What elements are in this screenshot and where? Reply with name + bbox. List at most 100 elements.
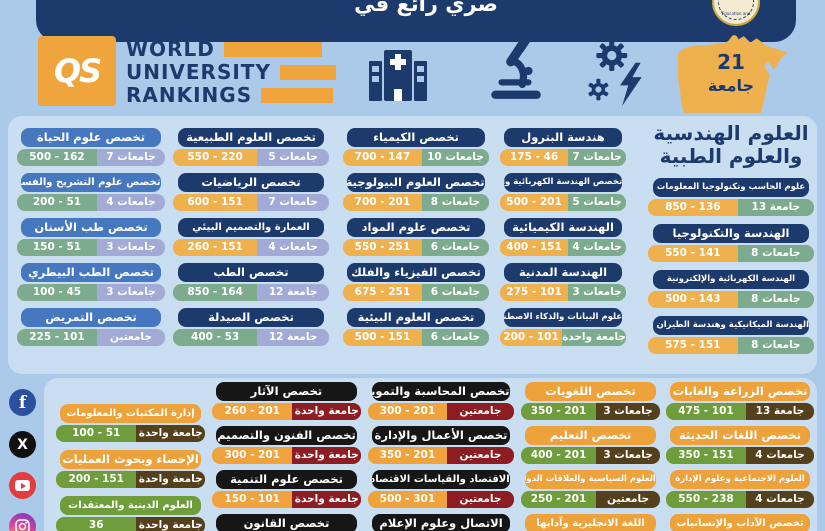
spec-card: الهندسة الكيميائية 4 جامعات 400 - 151 <box>500 218 626 256</box>
spec-rank-range: 300 - 201 <box>212 447 293 464</box>
spec-universities-count: 4 جامعات <box>745 447 814 464</box>
spec-card: اللغة الانجليزية وآدابها <box>521 514 660 531</box>
x-twitter-icon[interactable]: X <box>9 431 36 458</box>
spec-rank-range: 550 - 238 <box>666 491 746 508</box>
universities-total-label: جامعة <box>707 76 755 95</box>
spec-universities-count: جامعتين <box>446 491 514 508</box>
spec-rank-range: 175 - 46 <box>500 149 569 166</box>
spec-universities-count: 4 جامعات <box>257 239 329 256</box>
bottom-column-1: تخصص الزراعة والغابات 13 جامعة 475 - 101 تخ… <box>666 382 814 531</box>
spec-card: تخصص الأعمال والإدارة جامعتين 350 - 201 <box>368 426 514 464</box>
spec-card: تخصص الزراعة والغابات 13 جامعة 475 - 101 <box>666 382 814 420</box>
spec-universities-count: 4 جامعات <box>96 194 165 211</box>
spec-card: تخصص الكيمياء 10 جامعات 700 - 147 <box>343 128 489 166</box>
spec-rank-range: 550 - 251 <box>343 239 422 256</box>
spec-card: تخصص القانون <box>212 514 361 531</box>
hospital-icon <box>368 44 428 106</box>
spec-stats-row: 8 جامعات 575 - 151 <box>648 337 814 354</box>
spec-stats-row: جامعتين 500 - 301 <box>368 491 514 508</box>
spec-rank-range: 550 - 141 <box>648 245 738 262</box>
spec-rank-range: 100 - 51 <box>56 425 137 442</box>
spec-card: الهندسة والتكنولوجيا 8 جامعات 550 - 141 <box>648 224 814 262</box>
spec-rank-range: 475 - 101 <box>666 403 746 420</box>
spec-name: إدارة المكتبات والمعلومات <box>60 404 201 423</box>
spec-universities-count: 8 جامعات <box>737 291 814 308</box>
bottom-column-5: إدارة المكتبات والمعلومات جامعة واحدة 100 … <box>56 404 205 531</box>
spec-universities-count: 8 جامعات <box>737 337 814 354</box>
spec-rank-range: 200 - 151 <box>56 471 137 488</box>
youtube-play-shape <box>15 480 30 491</box>
spec-name: تخصص العلوم الطبيعية <box>177 128 325 147</box>
spec-stats-row: 3 جامعات 150 - 51 <box>17 239 165 256</box>
spec-universities-count: 5 جامعات <box>568 194 626 211</box>
qs-word-rankings: RANKINGS <box>126 83 253 107</box>
main-column-engineering: العلوم الهندسية والعلوم الطبية علوم الحا… <box>648 122 814 354</box>
spec-stats-row: 5 جامعات 500 - 201 <box>500 194 626 211</box>
spec-name: تخصص التمريض <box>21 308 161 327</box>
spec-rank-range: 400 - 151 <box>500 239 569 256</box>
bottom-column-4: تخصص الآثار جامعة واحدة 260 - 201 تخصص الفن… <box>212 382 361 531</box>
spec-stats-row: جامعتين 225 - 101 <box>17 329 165 346</box>
spec-card: تخصص العلوم البيولوجية 8 جامعات 700 - 201 <box>343 173 489 211</box>
spec-rank-range: 260 - 151 <box>173 239 258 256</box>
spec-card: هندسة البترول 7 جامعات 175 - 46 <box>500 128 626 166</box>
spec-name: الهندسة والتكنولوجيا <box>652 224 810 243</box>
spec-card: تخصص العلوم الطبيعية 5 جامعات 550 - 220 <box>173 128 329 166</box>
spec-name: الهندسة الكهربائية والإلكترونية <box>652 270 810 289</box>
spec-stats-row: 8 جامعات 700 - 201 <box>343 194 489 211</box>
qs-logo: QS <box>38 36 116 106</box>
spec-name: هندسة البترول <box>503 128 623 147</box>
spec-card: تخصص علوم الحياة 7 جامعات 500 - 162 <box>17 128 165 166</box>
facebook-icon[interactable]: f <box>9 389 36 416</box>
spec-universities-count: جامعة واحدة <box>136 471 205 488</box>
spec-name: علوم البيانات والذكاء الاصطناعي <box>503 308 623 327</box>
spec-universities-count: جامعة واحدة <box>562 329 626 346</box>
spec-rank-range: 350 - 201 <box>521 403 597 420</box>
microscope-icon <box>486 38 544 106</box>
spec-rank-range: 150 - 101 <box>212 491 293 508</box>
spec-name: تخصص اللغات الحديثة <box>670 426 810 445</box>
emblem-text: Education and <box>721 11 751 16</box>
spec-name: الهندسة الميكانيكية وهندسة الطيران والتص… <box>652 316 810 335</box>
spec-stats-row: 12 جامعة 400 - 53 <box>173 329 329 346</box>
spec-name: الاتصال وعلوم الإعلام <box>372 514 510 531</box>
spec-rank-range: 260 - 201 <box>212 403 293 420</box>
youtube-icon[interactable] <box>9 472 36 499</box>
spec-universities-count: 3 جامعات <box>96 239 165 256</box>
gears-lightning-icon <box>586 38 652 110</box>
card-list: إدارة المكتبات والمعلومات جامعة واحدة 100 … <box>56 404 205 531</box>
spec-stats-row: 4 جامعات 400 - 151 <box>500 239 626 256</box>
spec-stats-row: 4 جامعات 350 - 151 <box>666 447 814 464</box>
spec-universities-count: 3 جامعات <box>596 447 660 464</box>
spec-card: تخصص التمريض جامعتين 225 - 101 <box>17 308 165 346</box>
spec-card: الاقتصاد والقياسات الاقتصادية جامعتين 500 … <box>368 470 514 508</box>
spec-universities-count: 5 جامعات <box>257 149 329 166</box>
spec-stats-row: جامعتين 250 - 201 <box>521 491 660 508</box>
spec-rank-range: 500 - 162 <box>17 149 97 166</box>
spec-card: تخصص الهندسة الكهربائية والإلكترونية 5 جا… <box>500 173 626 211</box>
spec-name: اللغة الانجليزية وآدابها <box>525 514 656 531</box>
spec-name: تخصص علوم التشريح والفسيولوجي <box>21 173 161 192</box>
spec-card: العلوم الاجتماعية وعلوم الإدارة 4 جامعات 5… <box>666 470 814 508</box>
card-list: تخصص العلوم الطبيعية 5 جامعات 550 - 220 تخص… <box>173 128 329 346</box>
instagram-icon[interactable] <box>9 513 36 531</box>
bottom-column-2: تخصص اللغويات 3 جامعات 350 - 201 تخصص التعل… <box>521 382 660 531</box>
spec-card: تخصص الصيدلة 12 جامعة 400 - 53 <box>173 308 329 346</box>
spec-card: تخصص الآداب والإنسانيات <box>666 514 814 531</box>
spec-rank-range: 700 - 147 <box>343 149 422 166</box>
spec-stats-row: جامعة واحدة 150 - 101 <box>212 491 361 508</box>
bottom-column-3: تخصص المحاسبة والتمويل جامعتين 300 - 201 تخ… <box>368 382 514 531</box>
qs-word-row: WORLD <box>126 37 336 61</box>
spec-stats-row: جامعة واحدة 36 <box>56 517 205 531</box>
spec-stats-row: جامعتين 350 - 201 <box>368 447 514 464</box>
egypt-map-shape <box>677 35 788 113</box>
spec-stats-row: جامعة واحدة 300 - 201 <box>212 447 361 464</box>
header-title-partial: صري رائع في <box>354 0 498 16</box>
spec-name: العلوم الاجتماعية وعلوم الإدارة <box>670 470 810 489</box>
card-list: علوم الحاسب وتكنولوجيا المعلومات 13 جامعة… <box>648 178 814 354</box>
spec-card: تخصص اللغات الحديثة 4 جامعات 350 - 151 <box>666 426 814 464</box>
spec-stats-row: 7 جامعات 600 - 151 <box>173 194 329 211</box>
spec-name: الهندسة الكيميائية <box>503 218 623 237</box>
spec-card: علوم الحاسب وتكنولوجيا المعلومات 13 جامعة… <box>648 178 814 216</box>
spec-card: تخصص الطب البيطري 3 جامعات 100 - 45 <box>17 263 165 301</box>
